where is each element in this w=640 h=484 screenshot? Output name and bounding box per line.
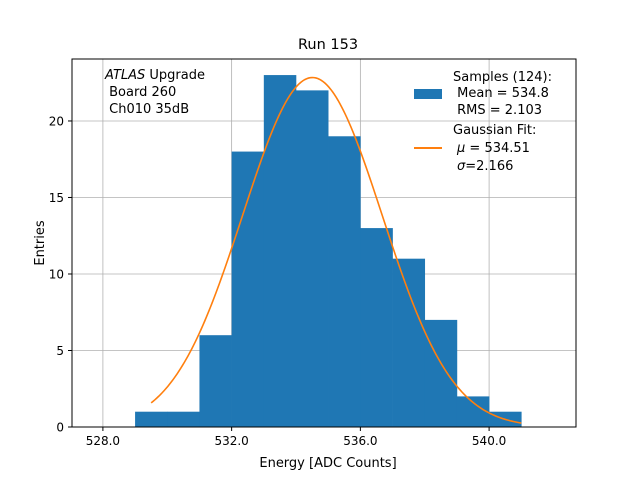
- legend-fit-title: Gaussian Fit:: [453, 123, 536, 138]
- annotation-experiment: ATLAS: [104, 68, 145, 83]
- chart-title: Run 153: [298, 37, 358, 53]
- histogram-bar: [424, 319, 458, 427]
- annotation: ATLAS Upgrade Board 260 Ch010 35dB: [104, 68, 205, 117]
- legend-fit-sigma: =2.166: [465, 159, 513, 174]
- svg-text:σ=2.166: σ=2.166: [457, 159, 513, 174]
- bars: [135, 75, 522, 428]
- x-ticks: 528.0 532.0 536.0 540.0: [86, 427, 506, 448]
- histogram-bar: [360, 228, 393, 427]
- legend-fit-mu: = 534.51: [465, 141, 530, 156]
- legend-fit-sigma-symbol: σ: [457, 159, 466, 174]
- x-tick-label: 528.0: [86, 434, 120, 448]
- x-tick-label: 540.0: [472, 434, 506, 448]
- legend-samples-mean: Mean = 534.8: [453, 86, 549, 101]
- x-tick-label: 536.0: [343, 434, 377, 448]
- y-ticks: 0 5 10 15 20: [49, 114, 72, 435]
- y-tick-label: 20: [49, 114, 64, 128]
- histogram-bar: [167, 411, 200, 427]
- y-tick-label: 10: [49, 267, 64, 281]
- y-tick-label: 15: [49, 191, 64, 205]
- annotation-board: Board 260: [105, 85, 176, 100]
- annotation-channel: Ch010 35dB: [105, 102, 189, 117]
- y-axis-label: Entries: [33, 220, 48, 266]
- x-axis-label: Energy [ADC Counts]: [259, 456, 396, 471]
- legend-samples-rms: RMS = 2.103: [453, 103, 542, 118]
- y-tick-label: 0: [56, 421, 64, 435]
- y-tick-label: 5: [56, 344, 64, 358]
- histogram-bar: [328, 136, 361, 428]
- histogram-bar: [135, 411, 168, 427]
- legend-fit-mu-symbol: μ: [456, 141, 465, 156]
- histogram-bar: [392, 258, 426, 427]
- legend: Samples (124): Mean = 534.8 RMS = 2.103 …: [414, 70, 552, 174]
- legend-samples-title: Samples (124):: [453, 70, 552, 85]
- gaussian-fit-curve: [150, 76, 522, 424]
- histogram-bar: [199, 335, 232, 427]
- histogram-bar: [296, 90, 329, 427]
- x-tick-label: 532.0: [214, 434, 248, 448]
- svg-text:ATLAS Upgrade: ATLAS Upgrade: [104, 68, 205, 83]
- annotation-suffix: Upgrade: [145, 68, 205, 83]
- svg-text:μ = 534.51: μ = 534.51: [456, 141, 530, 156]
- histogram-bar: [231, 151, 265, 428]
- plot-frame: [71, 58, 577, 428]
- histogram-bar: [263, 75, 297, 427]
- histogram-bar: [456, 396, 490, 427]
- legend-samples-swatch: [414, 89, 442, 99]
